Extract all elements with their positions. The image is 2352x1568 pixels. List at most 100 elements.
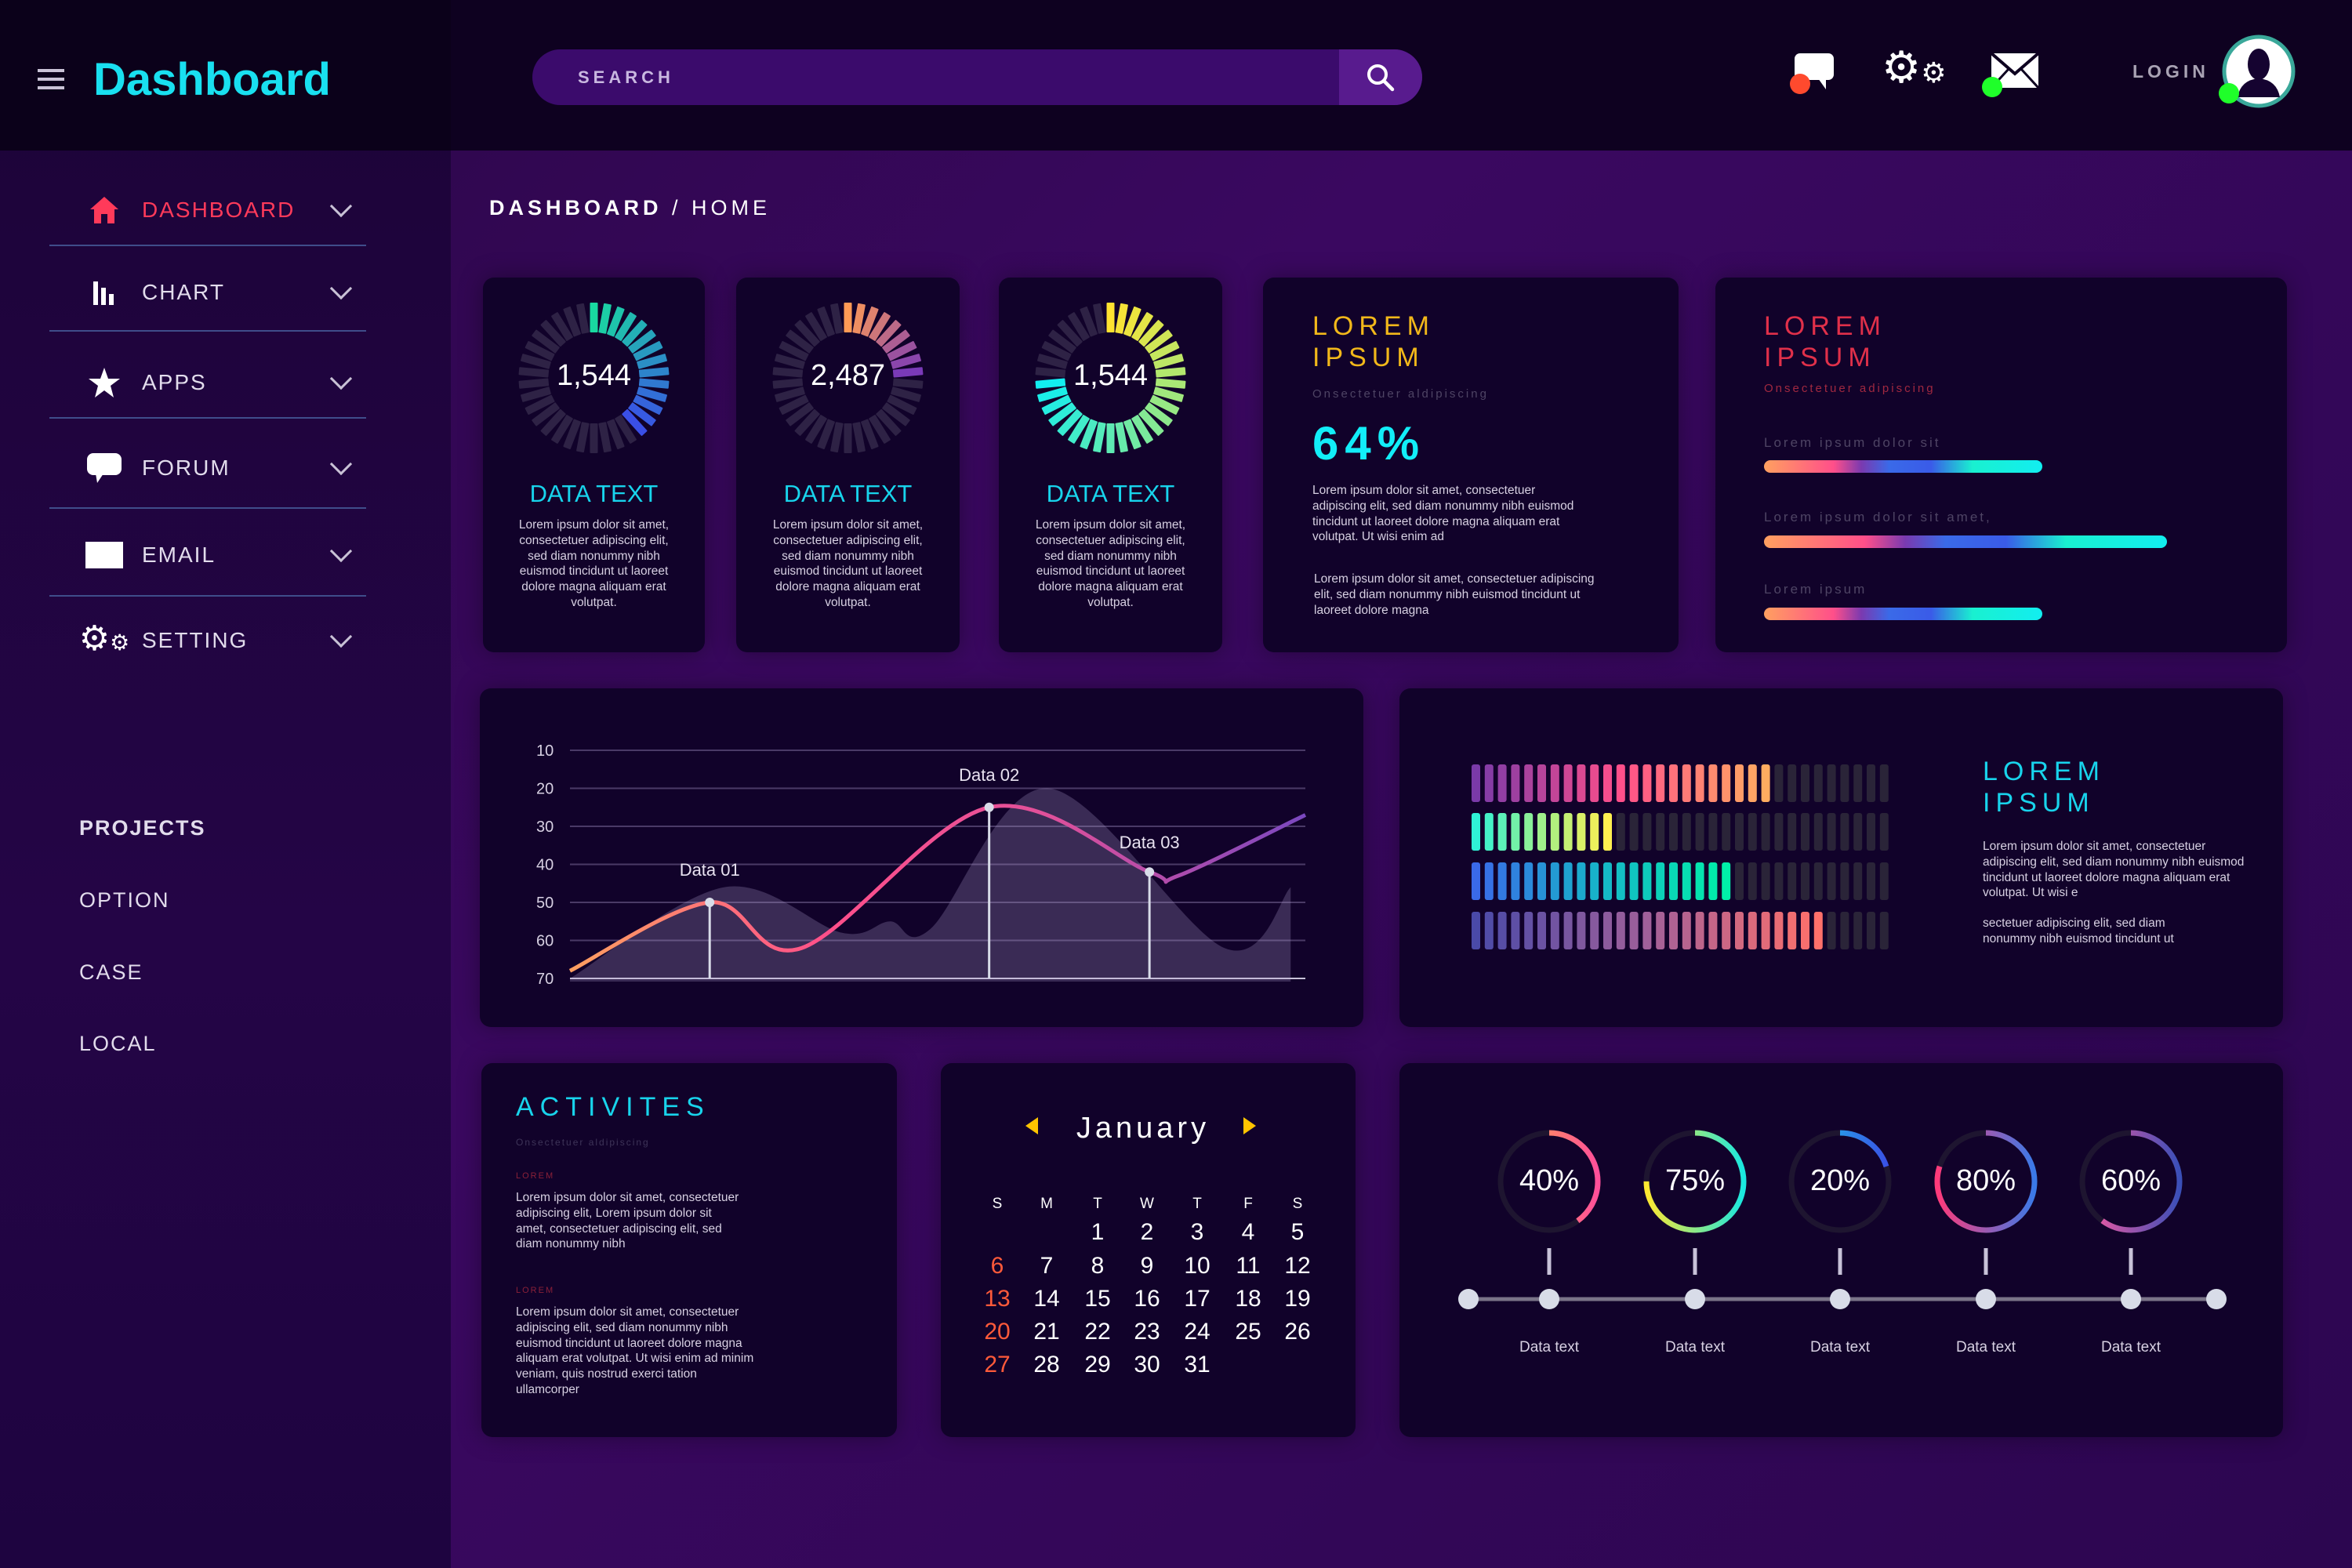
chat-status-dot (1790, 74, 1810, 94)
weekday-header: M (1040, 1196, 1053, 1212)
ring-segment-filled (607, 306, 625, 337)
breadcrumb-root[interactable]: DASHBOARD (489, 196, 662, 220)
data-point[interactable] (705, 898, 715, 907)
bar-segment-filled (1537, 813, 1546, 851)
logo-area (0, 0, 451, 151)
calendar-day[interactable]: 18 (1235, 1286, 1261, 1312)
calendar-day[interactable]: 28 (1033, 1352, 1060, 1377)
bar-segment-filled (1537, 764, 1546, 802)
sidebar-divider (49, 245, 366, 246)
calendar-day[interactable]: 20 (984, 1319, 1011, 1345)
timeline-dot[interactable] (1539, 1289, 1559, 1309)
chevron-down-icon[interactable] (329, 625, 353, 648)
sidebar-item-setting[interactable]: ⚙⚙ SETTING (49, 617, 366, 664)
login-link[interactable]: LOGIN (2132, 61, 2209, 82)
chevron-down-icon[interactable] (329, 367, 353, 390)
bar-segment-empty (1735, 862, 1744, 900)
chevron-down-icon[interactable] (329, 277, 353, 300)
bar-segment-empty (1708, 813, 1718, 851)
title-line-1: LOREM (1312, 311, 1435, 341)
bar-segment-filled (1629, 912, 1639, 949)
bar-segment-filled (1511, 813, 1520, 851)
sidebar-item-email[interactable]: EMAIL (49, 532, 366, 579)
sidebar-divider (49, 330, 366, 332)
calendar-day[interactable]: 29 (1084, 1352, 1111, 1377)
avatar[interactable] (2219, 34, 2296, 112)
bar-segment-filled (1669, 764, 1678, 802)
calendar-day[interactable]: 23 (1134, 1319, 1160, 1345)
sidebar-item-dashboard[interactable]: DASHBOARD (49, 187, 366, 234)
sidebar-item-apps[interactable]: APPS (49, 359, 366, 406)
calendar-day[interactable]: 17 (1184, 1286, 1210, 1312)
calendar-day[interactable]: 7 (1040, 1253, 1054, 1279)
calendar-day[interactable]: 2 (1140, 1219, 1154, 1245)
chevron-down-icon[interactable] (329, 194, 353, 218)
sidebar-item-forum[interactable]: FORUM (49, 445, 366, 492)
activity-text: Lorem ipsum dolor sit amet, consectetuer… (516, 1191, 739, 1251)
ring-segment-filled (852, 303, 866, 334)
settings-button[interactable]: ⚙⚙ (1882, 45, 1946, 95)
calendar-day[interactable]: 5 (1290, 1219, 1305, 1245)
calendar-day[interactable]: 15 (1084, 1286, 1111, 1312)
calendar-day[interactable]: 6 (990, 1253, 1004, 1279)
bar-segment-filled (1656, 862, 1665, 900)
data-point[interactable] (984, 802, 994, 812)
project-option[interactable]: OPTION (79, 888, 170, 912)
calendar-day[interactable]: 25 (1235, 1319, 1261, 1345)
calendar-day[interactable]: 31 (1184, 1352, 1210, 1377)
ring-segment-filled (1131, 415, 1153, 444)
mail-button[interactable] (1982, 52, 2040, 97)
gauge-arc (2079, 1130, 2183, 1233)
search-button[interactable] (1339, 49, 1422, 105)
ring-segment-empty (805, 312, 827, 341)
chat-icon (1795, 53, 1834, 89)
chat-button[interactable] (1790, 52, 1837, 96)
bar-segment-filled (1484, 912, 1494, 949)
bar-segment-empty (1879, 912, 1889, 949)
y-tick-label: 50 (536, 895, 554, 912)
timeline-dot[interactable] (1976, 1289, 1996, 1309)
bar-segment-filled (1682, 862, 1691, 900)
prev-month-arrow-icon[interactable] (1025, 1117, 1038, 1134)
timeline-dot[interactable] (1830, 1289, 1850, 1309)
calendar-day[interactable]: 22 (1084, 1319, 1111, 1345)
calendar-day[interactable]: 14 (1033, 1286, 1060, 1312)
search-input[interactable] (532, 49, 1339, 105)
ring-segment-filled (1123, 306, 1142, 337)
calendar-day[interactable]: 10 (1184, 1253, 1210, 1279)
calendar-day[interactable]: 21 (1033, 1319, 1060, 1345)
timeline-dot[interactable] (1685, 1289, 1705, 1309)
timeline-dot[interactable] (2121, 1289, 2141, 1309)
calendar-day[interactable]: 24 (1184, 1319, 1210, 1345)
calendar-day[interactable]: 3 (1190, 1219, 1204, 1245)
chevron-down-icon[interactable] (329, 452, 353, 476)
calendar-day[interactable]: 16 (1134, 1286, 1160, 1312)
chevron-down-icon[interactable] (329, 539, 353, 563)
calendar-day[interactable]: 11 (1236, 1253, 1261, 1279)
data-point[interactable] (1145, 867, 1155, 877)
calendar-day[interactable]: 1 (1091, 1219, 1105, 1245)
calendar-day[interactable]: 12 (1284, 1253, 1311, 1279)
sidebar-item-chart[interactable]: CHART (49, 269, 366, 316)
calendar-day[interactable]: 19 (1284, 1286, 1311, 1312)
ring-segment-filled (892, 367, 924, 378)
weekday-header: T (1192, 1196, 1202, 1212)
project-case[interactable]: CASE (79, 960, 143, 984)
ring-segment-filled (1080, 419, 1098, 450)
calendar-day[interactable]: 26 (1284, 1319, 1311, 1345)
bar-segment-empty (1827, 813, 1836, 851)
bar-segment-empty (1853, 862, 1863, 900)
ring-segment-empty (563, 306, 581, 337)
project-local[interactable]: LOCAL (79, 1032, 157, 1055)
calendar-day[interactable]: 8 (1091, 1253, 1105, 1279)
search-icon (1367, 64, 1395, 91)
calendar-day[interactable]: 27 (984, 1352, 1011, 1377)
menu-icon[interactable] (38, 69, 64, 72)
bar-segment-filled (1472, 813, 1480, 851)
calendar-day[interactable]: 4 (1241, 1219, 1255, 1245)
calendar-day[interactable]: 13 (984, 1286, 1011, 1312)
calendar-day[interactable]: 9 (1140, 1253, 1154, 1279)
next-month-arrow-icon[interactable] (1243, 1117, 1256, 1134)
calendar-day[interactable]: 30 (1134, 1352, 1160, 1377)
ring-segment-empty (887, 394, 917, 415)
